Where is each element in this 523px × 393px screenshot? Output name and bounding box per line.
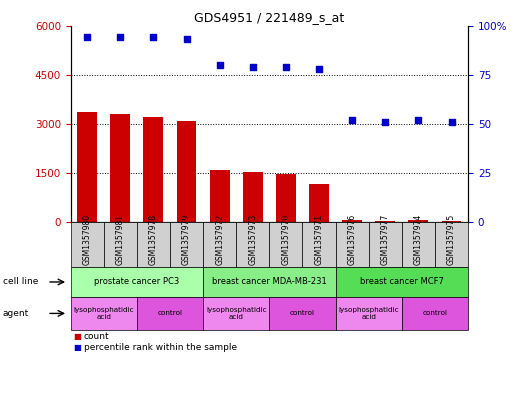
Text: cell line: cell line bbox=[3, 277, 38, 286]
Text: lysophosphatidic
acid: lysophosphatidic acid bbox=[73, 307, 134, 320]
Title: GDS4951 / 221489_s_at: GDS4951 / 221489_s_at bbox=[194, 11, 345, 24]
Bar bbox=[408, 220, 428, 222]
Text: control: control bbox=[423, 310, 448, 316]
Text: control: control bbox=[290, 310, 315, 316]
Bar bbox=[342, 220, 362, 222]
Bar bbox=[376, 221, 395, 222]
Bar bbox=[276, 174, 296, 222]
Text: GSM1357972: GSM1357972 bbox=[215, 214, 224, 265]
Text: breast cancer MDA-MB-231: breast cancer MDA-MB-231 bbox=[212, 277, 327, 286]
Bar bbox=[77, 112, 97, 222]
Bar bbox=[210, 170, 230, 222]
Text: GSM1357977: GSM1357977 bbox=[381, 214, 390, 265]
Bar bbox=[177, 121, 197, 222]
Point bbox=[83, 34, 92, 40]
Point bbox=[414, 117, 423, 123]
Point bbox=[381, 119, 390, 125]
Text: count: count bbox=[84, 332, 109, 340]
Text: GSM1357981: GSM1357981 bbox=[116, 214, 125, 265]
Point bbox=[282, 64, 290, 70]
Text: ■: ■ bbox=[73, 332, 81, 340]
Point bbox=[149, 34, 157, 40]
Text: GSM1357971: GSM1357971 bbox=[314, 214, 324, 265]
Point bbox=[215, 62, 224, 68]
Text: GSM1357970: GSM1357970 bbox=[281, 214, 290, 265]
Point bbox=[447, 119, 456, 125]
Text: prostate cancer PC3: prostate cancer PC3 bbox=[94, 277, 179, 286]
Bar bbox=[143, 117, 163, 222]
Text: GSM1357976: GSM1357976 bbox=[348, 214, 357, 265]
Text: GSM1357978: GSM1357978 bbox=[149, 214, 158, 265]
Text: lysophosphatidic
acid: lysophosphatidic acid bbox=[338, 307, 399, 320]
Point bbox=[248, 64, 257, 70]
Text: control: control bbox=[157, 310, 183, 316]
Text: GSM1357975: GSM1357975 bbox=[447, 214, 456, 265]
Point bbox=[315, 66, 323, 72]
Point bbox=[348, 117, 356, 123]
Text: GSM1357979: GSM1357979 bbox=[182, 214, 191, 265]
Text: GSM1357974: GSM1357974 bbox=[414, 214, 423, 265]
Point bbox=[183, 36, 191, 42]
Text: ■: ■ bbox=[73, 343, 81, 351]
Bar bbox=[309, 184, 329, 222]
Text: GSM1357980: GSM1357980 bbox=[83, 214, 92, 265]
Bar bbox=[110, 114, 130, 222]
Text: agent: agent bbox=[3, 309, 29, 318]
Text: GSM1357973: GSM1357973 bbox=[248, 214, 257, 265]
Text: breast cancer MCF7: breast cancer MCF7 bbox=[360, 277, 444, 286]
Point bbox=[116, 34, 124, 40]
Text: lysophosphatidic
acid: lysophosphatidic acid bbox=[206, 307, 267, 320]
Bar bbox=[441, 221, 461, 222]
Text: percentile rank within the sample: percentile rank within the sample bbox=[84, 343, 237, 351]
Bar bbox=[243, 172, 263, 222]
